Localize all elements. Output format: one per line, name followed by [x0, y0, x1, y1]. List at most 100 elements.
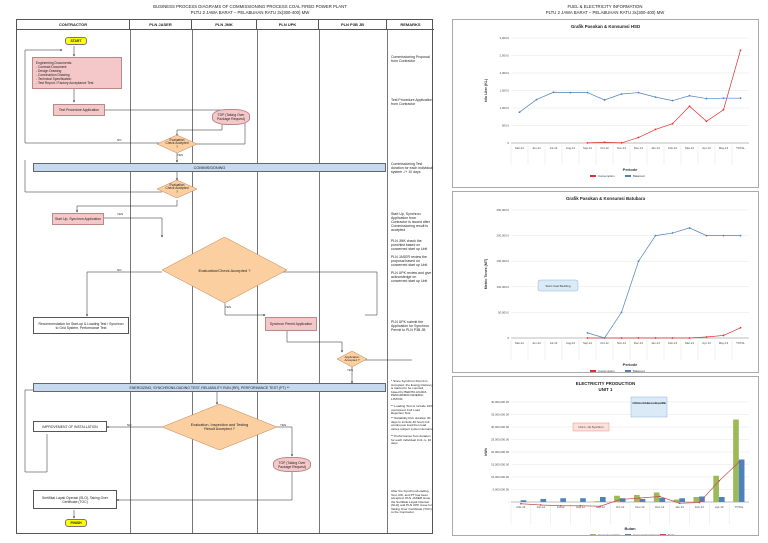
commissioning-bar: COMMISSIONING	[33, 163, 386, 172]
bar	[619, 498, 626, 502]
bar	[718, 497, 725, 502]
y-tick-label: 35,000,000.00	[491, 413, 509, 417]
no-label: NO	[117, 268, 122, 272]
lane-pln-upk: PLN UPK	[257, 20, 319, 30]
remark-item: * Since Synchron Permit is Accepted, the…	[391, 379, 433, 401]
legend-swatch	[590, 534, 596, 535]
remark-item: After the Synchron/Loading Test, RR, and…	[391, 489, 432, 514]
chart-electricity: - 5,000,000.00 10,000,000.00 15,000,000.00 2…	[484, 396, 749, 535]
y-tick-label: -	[508, 500, 509, 504]
series-line	[519, 91, 741, 113]
y-axis-label: kilo Liter (KL)	[484, 78, 488, 102]
y-axis-label: Metric Tones (MT)	[484, 258, 488, 289]
y-tick-label: 500.0	[502, 124, 509, 128]
y-tick-label: 2,000.0	[500, 71, 510, 75]
x-tick-label: Mar-13	[685, 341, 694, 345]
x-tick-label: Mar-12	[516, 505, 525, 509]
y-tick-label: 20,000,000.00	[491, 450, 509, 454]
bar	[540, 499, 547, 502]
bar	[679, 498, 685, 502]
legend-label: Consumption	[598, 174, 615, 178]
legend-label: Netto	[668, 533, 675, 535]
y-tick-label: 40,000,000.00	[491, 400, 509, 404]
annotation-callout	[630, 396, 668, 418]
x-tick-label: Aug-12	[566, 146, 575, 150]
legend-label: Balanced	[633, 174, 645, 178]
annotation-label: Unit 1 Shutdown For Maintenance of Reque…	[632, 401, 666, 405]
series-line	[587, 50, 741, 144]
flow-connectors	[24, 46, 412, 519]
remark-item: Start Up, Synchron Application from Cont…	[391, 212, 430, 232]
remark-item: PLN JMK check the punchlist based on con…	[391, 239, 428, 251]
remark-item: PLN UPK submit the Application for Synch…	[391, 320, 429, 332]
bar	[693, 497, 700, 502]
tdp-request: TDP (Taking Over Package Request)	[212, 109, 250, 125]
x-tick-label: Sep-12	[583, 146, 592, 150]
start-node: START	[65, 37, 87, 45]
evaluation-inspection-label: Evaluation, Inspection and Testing Resul…	[190, 422, 249, 431]
x-tick-label: Feb-13	[668, 146, 677, 150]
finish-node: FINISH	[65, 519, 87, 527]
y-tick-label: 25,000,000.00	[491, 438, 509, 442]
bar	[520, 500, 527, 502]
slo-toc-box: Sertifikat Layak Operasi (SLO), Taking O…	[33, 490, 117, 509]
chart-title: Grafik Pasokan & Konsumsi HSD	[570, 24, 641, 29]
chart-hsd-panel: Grafik Pasokan & Konsumsi HSD 0 500.0 1,00…	[452, 19, 759, 188]
evaluation-check2-diamond: Evaluation Check Accepted ?	[157, 180, 197, 198]
lane-contractor: CONTRACTOR	[17, 20, 130, 30]
diagram-title: BUSINESS PROCESS DIAGRAMS OF COMMISSIONI…	[153, 4, 347, 9]
chart-subtitle: UNIT 1	[598, 387, 613, 392]
x-tick-label: Dec-12	[634, 146, 643, 150]
x-tick-label: Feb-13	[695, 505, 704, 509]
synchron-permit-application: Synchron Permit Application	[265, 317, 317, 331]
y-tick-label: 3,000.0	[500, 36, 510, 40]
y-tick-label: 150,000.0	[497, 259, 510, 263]
annotation-label: Start Coal Bedding	[545, 284, 571, 288]
x-tick-label: Jul-12	[557, 505, 565, 509]
x-tick-label: Apr-13	[702, 341, 711, 345]
y-tick-label: 1,000.0	[500, 106, 510, 110]
x-tick-label: Oct-12	[600, 341, 609, 345]
chart-coal-panel: Grafik Pasokan & Konsumsi Batubara 0 50,0…	[452, 191, 759, 373]
x-tick-label: Sep-12	[583, 341, 592, 345]
x-tick-label: Nov-12	[635, 505, 644, 509]
evaluation-check-diamond: Evaluation Check Accepted ?	[157, 135, 197, 153]
application-accepted-diamond: Application Accepted ?	[337, 351, 367, 367]
bar	[653, 492, 660, 502]
lane-remarks: REMARKS	[387, 20, 434, 30]
yes-label: YES	[177, 153, 184, 157]
x-tick-label: TOTAL	[735, 505, 744, 509]
evaluation-check2-label: Evaluation Check Accepted ?	[165, 182, 189, 194]
y-tick-label: 15,000,000.00	[491, 463, 509, 467]
bar	[614, 495, 620, 502]
evaluation-check-label: Evaluation Check Accepted ?	[165, 137, 189, 149]
chart-title: Grafik Pasokan & Konsumsi Batubara	[565, 196, 646, 201]
bar	[560, 498, 566, 502]
x-tick-label: Aug-12	[566, 341, 575, 345]
series-line	[520, 461, 740, 507]
bar	[738, 459, 745, 502]
remark-item: ** Performance Test duration for each in…	[391, 434, 432, 445]
data-point	[520, 502, 522, 505]
y-tick-label: 2,500.0	[500, 54, 510, 58]
x-tick-label: Mar-12	[515, 146, 524, 150]
x-tick-label: Nov-12	[617, 341, 626, 345]
y-tick-label: 50,000.0	[498, 310, 509, 314]
remark-item: Commissioning Proposal from Contractor	[391, 55, 430, 63]
chart-coal: 0 50,000.0 100,000.0 150,000.0 200,000.0 250,…	[484, 208, 749, 372]
startup-synchron-application: Start Up, Synchron Application	[52, 213, 104, 225]
x-tick-label: Apr-13	[702, 146, 711, 150]
legend-swatch	[625, 534, 631, 535]
bar	[713, 475, 719, 502]
x-tick-label: May-13	[719, 341, 729, 345]
remark-item: ** Loading Test to include 10% overspeed…	[391, 404, 433, 415]
series-line	[587, 327, 741, 339]
remark-item: ** Reliability Run duration 30 days to i…	[391, 416, 433, 431]
no-label: NO	[117, 138, 122, 142]
legend-swatch	[590, 370, 596, 372]
x-axis-label: Periode	[623, 362, 638, 367]
bar	[733, 419, 739, 502]
legend-label: Consumption From Grid	[633, 533, 663, 535]
bar	[673, 499, 680, 502]
x-tick-label: Jul-12	[550, 146, 558, 150]
